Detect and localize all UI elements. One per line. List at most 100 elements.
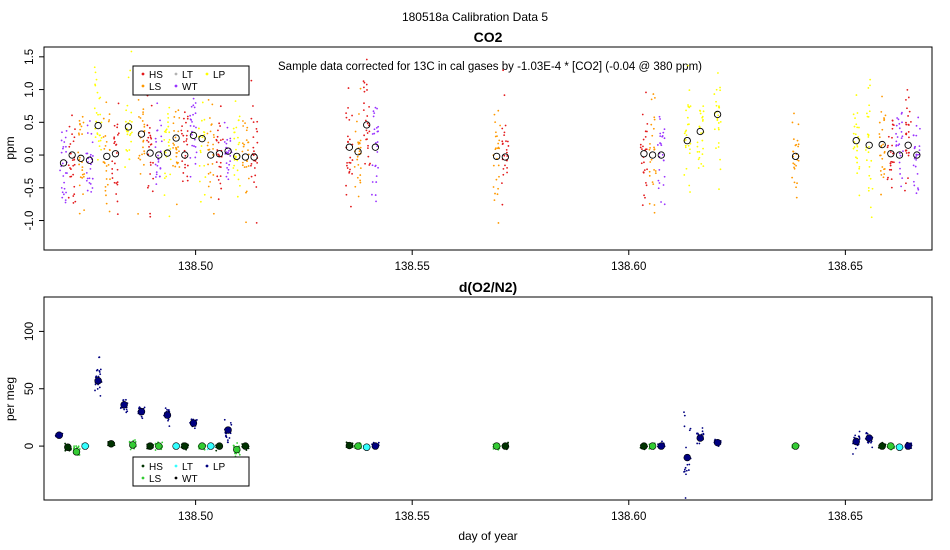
co2-point bbox=[888, 168, 891, 171]
co2-point bbox=[111, 172, 114, 175]
co2-point bbox=[684, 139, 687, 141]
co2-point bbox=[244, 122, 246, 125]
co2-point bbox=[908, 136, 910, 139]
co2-point bbox=[377, 166, 379, 169]
co2-point bbox=[363, 81, 366, 84]
co2-point bbox=[685, 134, 688, 137]
legend-label: LT bbox=[182, 70, 193, 81]
co2-point bbox=[241, 161, 244, 164]
figure-suptitle: 180518a Calibration Data 5 bbox=[402, 10, 548, 24]
co2-point bbox=[212, 174, 215, 176]
co2-point bbox=[918, 145, 921, 148]
co2-point bbox=[683, 132, 686, 135]
co2-point bbox=[105, 170, 108, 172]
co2-point bbox=[864, 149, 867, 151]
co2-point bbox=[199, 149, 202, 152]
co2-point bbox=[207, 185, 210, 188]
co2-point bbox=[646, 122, 649, 125]
co2-point bbox=[869, 177, 872, 180]
legend-swatch bbox=[174, 476, 178, 480]
co2-point bbox=[869, 206, 872, 209]
co2-cluster bbox=[59, 130, 68, 204]
co2-point bbox=[191, 120, 193, 123]
co2-point bbox=[889, 162, 892, 165]
o2n2-mean-marker bbox=[163, 411, 172, 419]
co2-point bbox=[890, 178, 893, 181]
co2-point bbox=[359, 139, 362, 142]
co2-mean-marker bbox=[137, 130, 146, 138]
co2-point bbox=[357, 163, 360, 166]
o2n2-mean-marker bbox=[895, 443, 904, 451]
co2-point bbox=[855, 94, 858, 96]
co2-point bbox=[156, 129, 159, 132]
legend-item-lp: LP bbox=[205, 70, 226, 81]
co2-point bbox=[253, 181, 255, 184]
co2-point bbox=[209, 117, 211, 119]
co2-point bbox=[502, 69, 505, 72]
o2n2-point bbox=[858, 435, 861, 438]
co2-point bbox=[212, 143, 214, 146]
co2-point bbox=[62, 175, 65, 177]
co2-point bbox=[172, 164, 174, 167]
co2-point bbox=[143, 123, 146, 126]
co2-point bbox=[198, 164, 201, 167]
co2-point bbox=[642, 138, 645, 141]
o2n2-point bbox=[701, 430, 704, 433]
o2n2-mean-marker bbox=[371, 442, 380, 450]
o2n2-point bbox=[702, 432, 705, 435]
co2-mean-marker bbox=[657, 151, 665, 159]
co2-point bbox=[355, 120, 358, 123]
co2-point bbox=[217, 179, 220, 181]
co2-point bbox=[217, 129, 219, 132]
co2-point bbox=[70, 175, 73, 178]
co2-mean-marker bbox=[345, 143, 354, 151]
co2-x-axis: 138.50 138.55 138.60 138.65 bbox=[178, 250, 863, 273]
co2-point bbox=[102, 161, 105, 163]
co2-point bbox=[195, 126, 197, 129]
co2-point bbox=[89, 163, 92, 166]
co2-point bbox=[129, 134, 131, 137]
co2-point bbox=[687, 104, 689, 106]
co2-point bbox=[116, 200, 119, 203]
co2-point bbox=[917, 188, 920, 191]
co2-cluster bbox=[111, 102, 120, 216]
co2-point bbox=[652, 93, 655, 95]
co2-cluster bbox=[895, 111, 904, 188]
co2-point bbox=[182, 134, 185, 137]
co2-point bbox=[503, 154, 506, 157]
co2-point bbox=[235, 126, 238, 129]
co2-point bbox=[891, 161, 894, 163]
legend-item-ls: LS bbox=[141, 474, 162, 485]
co2-point bbox=[207, 172, 210, 175]
co2-point bbox=[209, 180, 212, 183]
co2-point bbox=[167, 117, 170, 119]
co2-mean-marker bbox=[207, 151, 215, 159]
co2-point bbox=[138, 115, 140, 118]
co2-point bbox=[78, 184, 81, 187]
co2-point bbox=[198, 180, 201, 183]
co2-point bbox=[493, 113, 496, 116]
co2-point bbox=[103, 147, 106, 150]
co2-point bbox=[505, 140, 507, 143]
co2-point bbox=[913, 146, 916, 149]
legend-item-lt: LT bbox=[174, 462, 193, 473]
co2-point bbox=[100, 121, 103, 124]
co2-point bbox=[651, 134, 654, 137]
co2-point bbox=[226, 126, 229, 129]
co2-point bbox=[129, 132, 132, 135]
co2-point bbox=[494, 121, 497, 124]
co2-point bbox=[793, 167, 796, 170]
co2-point bbox=[881, 95, 883, 98]
co2-point bbox=[73, 158, 76, 161]
co2-point bbox=[152, 161, 154, 164]
co2-point bbox=[910, 120, 912, 123]
co2-point bbox=[718, 106, 720, 109]
co2-point bbox=[899, 167, 901, 170]
co2-point bbox=[718, 188, 720, 191]
co2-point bbox=[201, 101, 204, 104]
co2-point bbox=[503, 134, 506, 137]
co2-point bbox=[117, 102, 120, 105]
co2-point bbox=[219, 125, 221, 127]
co2-point bbox=[641, 113, 644, 116]
co2-point bbox=[142, 113, 144, 116]
